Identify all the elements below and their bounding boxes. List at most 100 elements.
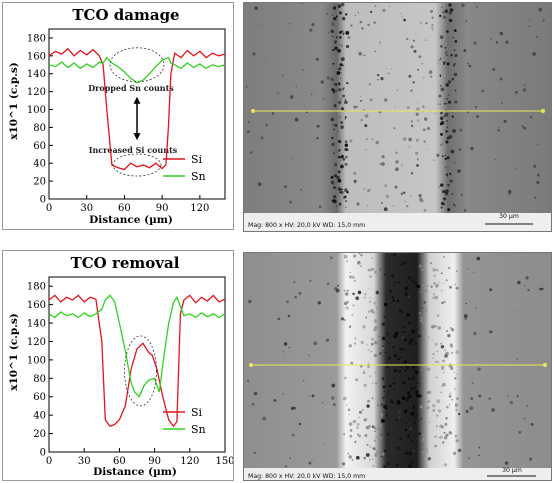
sem-grain xyxy=(384,450,387,452)
sem-grain xyxy=(353,279,356,282)
sem-grain xyxy=(437,361,440,363)
sem-grain xyxy=(381,336,386,341)
sem-grain xyxy=(376,450,380,454)
sem-grain xyxy=(392,382,395,385)
sem-grain xyxy=(343,87,345,89)
sem-grain xyxy=(396,89,398,91)
sem-grain xyxy=(251,403,255,406)
sem-grain xyxy=(518,431,522,434)
sem-grain xyxy=(408,327,411,330)
sem-grain xyxy=(289,95,294,99)
sem-grain xyxy=(402,261,407,265)
sem-grain xyxy=(450,366,454,370)
sem-grain xyxy=(373,353,378,358)
sem-grain xyxy=(454,434,458,438)
sem-grain xyxy=(298,291,302,295)
sem-grain xyxy=(366,404,370,408)
sem-grain xyxy=(455,439,459,443)
sem-grain xyxy=(302,69,304,71)
x-axis-label: Distance (µm) xyxy=(89,214,173,226)
legend-label-sn: Sn xyxy=(191,170,206,183)
sem-grain xyxy=(437,326,441,330)
sem-grain xyxy=(369,445,372,448)
sem-grain xyxy=(449,173,452,175)
sem-grain xyxy=(344,118,346,120)
sem-grain xyxy=(426,148,428,150)
sem-grain xyxy=(442,155,444,158)
sem-grain xyxy=(339,116,341,119)
sem-grain xyxy=(370,342,374,346)
sem-grain xyxy=(423,77,425,79)
sem-grain xyxy=(494,159,496,160)
sem-grain xyxy=(450,328,455,332)
sem-grain xyxy=(523,84,526,87)
sem-grain xyxy=(317,301,321,305)
sem-grain xyxy=(418,194,422,198)
sem-grain xyxy=(495,41,498,44)
scale-bar-label: 30 µm xyxy=(502,467,522,474)
sem-grain xyxy=(372,465,375,467)
sem-grain xyxy=(475,307,477,310)
sem-grain xyxy=(450,19,453,22)
sem-grain xyxy=(411,253,413,254)
sem-grain xyxy=(332,195,337,199)
sem-grain xyxy=(382,385,386,389)
sem-grain xyxy=(371,382,374,384)
sem-grain xyxy=(422,392,424,394)
sem-grain xyxy=(253,451,256,455)
sem-grain xyxy=(383,262,386,265)
sem-grain xyxy=(421,454,424,457)
sem-grain xyxy=(405,290,408,292)
sem-grain xyxy=(311,459,313,461)
sem-grain xyxy=(526,405,528,407)
sem-grain xyxy=(344,301,348,306)
sem-grain xyxy=(397,281,400,284)
sem-grain xyxy=(428,70,433,74)
sem-grain xyxy=(401,336,405,340)
sem-grain xyxy=(357,290,362,295)
sem-grain xyxy=(440,75,442,78)
sem-grain xyxy=(514,90,518,94)
sem-grain xyxy=(395,151,398,155)
sem-grain xyxy=(355,378,359,382)
sem-grain xyxy=(473,271,475,273)
sem-grain xyxy=(537,143,539,146)
sem-grain xyxy=(411,376,415,380)
sem-grain xyxy=(426,406,430,410)
sem-grain xyxy=(408,74,412,78)
sem-grain xyxy=(331,383,336,388)
sem-grain xyxy=(360,99,362,102)
sem-grain xyxy=(454,54,458,57)
sem-grain xyxy=(330,176,334,179)
sem-grain xyxy=(334,124,338,127)
sem-grain xyxy=(478,454,481,457)
sem-grain xyxy=(394,185,398,189)
sem-grain xyxy=(446,126,448,129)
sem-grain xyxy=(422,287,424,290)
sem-grain xyxy=(412,353,414,356)
sem-grain xyxy=(437,103,439,106)
sem-grain xyxy=(363,371,366,374)
sem-grain xyxy=(383,390,385,393)
sem-grain xyxy=(416,158,419,161)
sem-grain xyxy=(332,199,336,203)
sem-grain xyxy=(337,131,339,133)
sem-grain xyxy=(353,181,356,184)
sem-grain xyxy=(447,80,452,84)
sem-grain xyxy=(382,8,386,13)
sem-grain xyxy=(379,274,381,277)
sem-grain xyxy=(449,404,451,406)
y-tick-label: 40 xyxy=(33,159,46,170)
sem-grain xyxy=(397,410,402,414)
sem-grain xyxy=(331,14,334,17)
x-tick-label: 150 xyxy=(215,456,233,467)
sem-grain xyxy=(467,62,470,65)
sem-grain xyxy=(377,462,380,464)
sem-grain xyxy=(381,162,385,166)
sem-grain xyxy=(321,402,324,404)
sem-grain xyxy=(420,417,423,420)
chart-title: TCO damage xyxy=(72,6,179,24)
sem-grain xyxy=(439,103,441,105)
sem-grain xyxy=(414,422,416,425)
sem-grain xyxy=(353,171,357,175)
